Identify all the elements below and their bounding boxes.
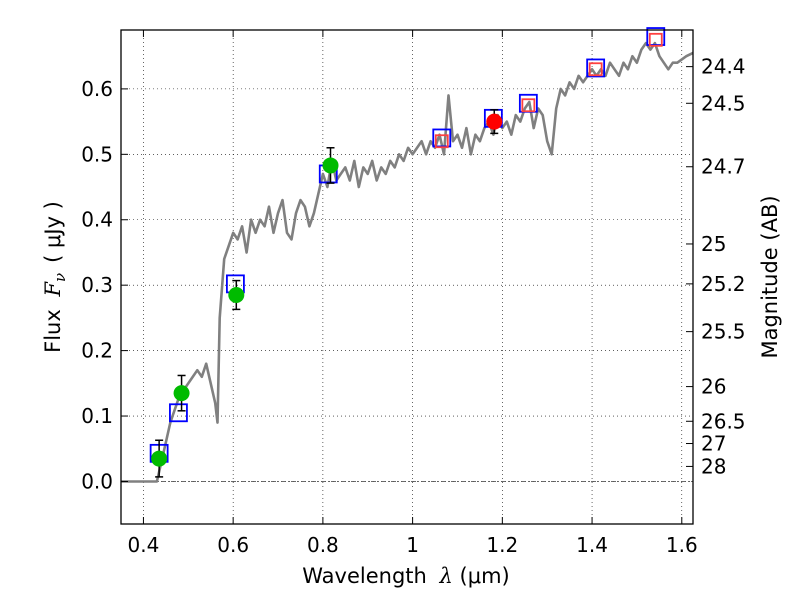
- y-axis-label-symbol: F: [41, 281, 65, 298]
- plot-frame: [120, 29, 694, 525]
- y-tick-label-0: 0.0: [81, 469, 113, 493]
- y-tick-label-5: 0.5: [81, 142, 113, 166]
- x-tick-label-3: 1: [406, 533, 419, 557]
- x-tick-label-1: 0.6: [217, 533, 249, 557]
- x-tick-label-2: 0.8: [307, 533, 339, 557]
- x-tick-label-4: 1.2: [486, 533, 518, 557]
- mag-tick-label-2: 24.7: [701, 155, 746, 179]
- observed-red-point-0: [486, 113, 503, 130]
- mag-tick-label-6: 26: [701, 375, 726, 399]
- mag-tick-label-5: 25.5: [701, 320, 746, 344]
- x-axis-label-text: Wavelength: [302, 564, 427, 588]
- x-tick-label-6: 1.6: [666, 533, 698, 557]
- tick-layer: 0.4 0.6 0.8 1 1.2 1.4 1.6 0.0 0.1 0.2 0.3 0.4 0.5 0.6…: [81, 30, 746, 557]
- x-tick-label-5: 1.4: [576, 533, 608, 557]
- x-axis-label-unit: (μm): [460, 564, 510, 588]
- y-axis-label-text: Flux: [41, 309, 65, 353]
- mag-tick-label-4: 25.2: [701, 272, 746, 296]
- y-tick-label-1: 0.1: [81, 404, 113, 428]
- observed-green-point-1: [173, 385, 190, 402]
- model-photometry-point-1: [169, 403, 188, 423]
- y-tick-label-3: 0.3: [81, 273, 113, 297]
- model-photometry-inner-point-3: [648, 32, 663, 47]
- model-photometry-inner-point-0: [434, 134, 449, 149]
- mag-tick-label-9: 28: [701, 454, 726, 478]
- model-spectrum-line: [121, 41, 694, 483]
- y-tick-label-4: 0.4: [81, 208, 113, 232]
- observed-green-point-3: [322, 157, 339, 174]
- grid: [121, 30, 693, 524]
- model-photometry-inner-point-2: [588, 62, 603, 77]
- observed-green-point-0: [151, 450, 168, 467]
- x-axis-label-symbol: λ: [439, 564, 453, 588]
- y-axis-label-unit: ( μJy ): [41, 201, 65, 263]
- mag-tick-label-3: 25: [701, 232, 726, 256]
- y-axis-label: Flux Fν ( μJy ): [41, 201, 69, 353]
- spectrum-layer: [121, 41, 694, 483]
- marker-layer: [149, 27, 666, 478]
- model-photometry-inner-point-1: [521, 98, 536, 113]
- mag-tick-label-0: 24.4: [701, 55, 746, 79]
- y-tick-label-2: 0.2: [81, 339, 113, 363]
- observed-green-point-2: [228, 286, 245, 303]
- y-axis-label-subscript: ν: [51, 273, 69, 282]
- mag-tick-label-1: 24.5: [701, 91, 746, 115]
- x-axis-label: Wavelength λ (μm): [302, 564, 509, 588]
- y2-axis-label: Magnitude (AB): [758, 195, 782, 358]
- y-tick-label-6: 0.6: [81, 77, 113, 101]
- mag-tick-label-7: 26.5: [701, 409, 746, 433]
- model-photometry-point-7: [586, 58, 606, 78]
- x-tick-label-0: 0.4: [128, 533, 160, 557]
- mag-tick-label-8: 27: [701, 432, 726, 456]
